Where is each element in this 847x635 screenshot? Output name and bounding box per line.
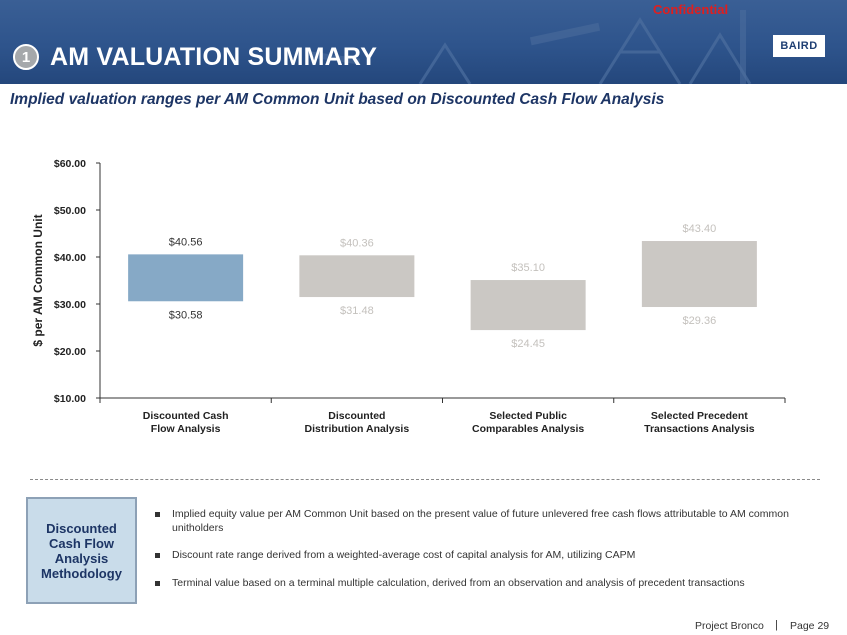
y-tick-label: $50.00 bbox=[54, 205, 86, 217]
category-label: Distribution Analysis bbox=[305, 423, 410, 435]
confidential-label: Confidential bbox=[653, 2, 729, 17]
high-value-label: $40.36 bbox=[340, 237, 374, 249]
range-bar bbox=[299, 255, 415, 298]
y-tick-label: $40.00 bbox=[54, 252, 86, 264]
y-tick-label: $60.00 bbox=[54, 158, 86, 170]
valuation-range-chart: $10.00 $20.00 $30.00 $40.00 $50.00 $60.00 $ pe… bbox=[31, 158, 786, 435]
footer-page-number: Page 29 bbox=[790, 620, 830, 632]
y-tick-label: $10.00 bbox=[54, 393, 86, 405]
footer-separator: | bbox=[775, 619, 778, 631]
high-value-label: $35.10 bbox=[511, 262, 545, 274]
methodology-bullets: Implied equity value per AM Common Unit … bbox=[152, 508, 832, 590]
category-label: Discounted Cash bbox=[143, 410, 229, 422]
header-banner: Confidential 1 AM VALUATION SUMMARY BAIR… bbox=[0, 0, 847, 84]
y-axis-label: $ per AM Common Unit bbox=[31, 214, 45, 346]
y-tick-label: $20.00 bbox=[54, 346, 86, 358]
low-value-label: $31.48 bbox=[340, 305, 374, 317]
range-bar bbox=[641, 241, 757, 308]
page-title: AM VALUATION SUMMARY bbox=[50, 43, 378, 71]
section-number-badge: 1 bbox=[13, 44, 39, 70]
high-value-label: $43.40 bbox=[683, 223, 717, 235]
baird-logo: BAIRD bbox=[773, 35, 825, 57]
category-label: Transactions Analysis bbox=[644, 423, 755, 435]
bullet-item: Terminal value based on a terminal multi… bbox=[152, 577, 832, 591]
category-label: Comparables Analysis bbox=[472, 423, 584, 435]
y-tick-label: $30.00 bbox=[54, 299, 86, 311]
methodology-box: Discounted Cash Flow Analysis Methodolog… bbox=[26, 497, 137, 604]
category-label: Selected Precedent bbox=[651, 410, 748, 422]
low-value-label: $30.58 bbox=[169, 309, 203, 321]
category-label: Flow Analysis bbox=[151, 423, 221, 435]
category-label: Selected Public bbox=[489, 410, 567, 422]
bullet-item: Discount rate range derived from a weigh… bbox=[152, 549, 832, 563]
section-divider bbox=[30, 479, 820, 480]
bullet-item: Implied equity value per AM Common Unit … bbox=[152, 508, 832, 535]
footer-project: Project Bronco bbox=[695, 620, 764, 632]
low-value-label: $29.36 bbox=[683, 315, 717, 327]
range-bar bbox=[470, 280, 586, 331]
chart-subtitle: Implied valuation ranges per AM Common U… bbox=[10, 91, 665, 108]
high-value-label: $40.56 bbox=[169, 236, 203, 248]
low-value-label: $24.45 bbox=[511, 338, 545, 350]
oil-field-background bbox=[309, 10, 752, 84]
category-label: Discounted bbox=[328, 410, 385, 422]
range-bar bbox=[128, 254, 244, 302]
